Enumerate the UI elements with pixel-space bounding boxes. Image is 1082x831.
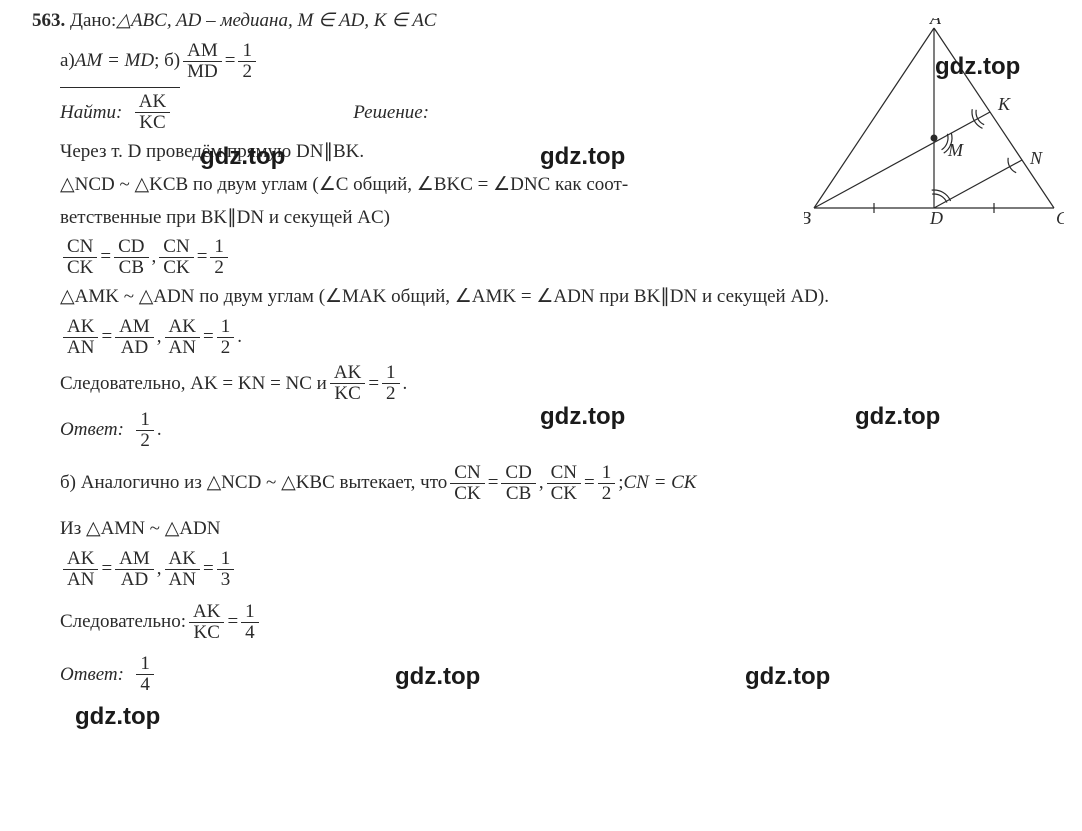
frac-12-3: 1 2: [217, 317, 235, 358]
sol-l5: Из △AMN ~ △ADN: [60, 516, 792, 543]
frac-14: 1 4: [241, 602, 259, 643]
frac-12-ans: 1 2: [136, 410, 154, 451]
frac-am-md: AM MD: [183, 41, 222, 82]
svg-text:A: A: [929, 18, 942, 28]
part-b-line: б) Аналогично из △NCD ~ △KBC вытекает, ч…: [60, 463, 1060, 504]
conclusion-b: Следовательно: AK KC = 1 4: [60, 602, 792, 643]
given-text: △ABC, AD – медиана, M ∈ AD, K ∈ AC: [116, 8, 436, 35]
given-line: 563. Дано: △ABC, AD – медиана, M ∈ AD, K…: [32, 8, 792, 35]
part-a-line: а) AM = MD ; б) AM MD = 1 2: [60, 41, 792, 82]
frac-14-ans: 1 4: [136, 654, 154, 695]
frac-am-ad-1: AM AD: [115, 317, 154, 358]
conclusion-a: Следовательно, AK = KN = NC и AK KC = 1 …: [60, 363, 792, 404]
sol-l2a: △NCD ~ △KCB по двум углам (∠C общий, ∠BK…: [60, 172, 792, 199]
frac-ak-kc-2: AK KC: [330, 363, 365, 404]
frac-ak-kc: AK KC: [135, 92, 170, 133]
frac-cn-ck-1: CN CK: [63, 237, 97, 278]
sol-l2b: ветственные при BK∥DN и секущей AC): [60, 205, 792, 232]
divider-line: [60, 87, 180, 88]
problem-number: 563.: [32, 8, 65, 35]
watermark: gdz.top: [75, 700, 160, 734]
frac-cn-ck-2: CN CK: [159, 237, 193, 278]
svg-text:N: N: [1029, 148, 1043, 168]
solution-label: Решение:: [353, 100, 429, 127]
sol-l3: △AMK ~ △ADN по двум углам (∠MAK общий, ∠…: [60, 284, 1060, 311]
svg-text:D: D: [929, 208, 943, 228]
svg-text:B: B: [804, 208, 811, 228]
frac-cd-cb-b1: CD CB: [501, 463, 535, 504]
find-label: Найти:: [60, 100, 122, 127]
frac-cn-ck-b1: CN CK: [450, 463, 484, 504]
eq-sign: =: [225, 48, 236, 75]
frac-13: 1 3: [217, 549, 235, 590]
frac-12-b: 1 2: [598, 463, 616, 504]
frac-12-4: 1 2: [382, 363, 400, 404]
find-line: Найти: AK KC Решение:: [60, 92, 792, 133]
frac-ak-an-b1: AK AN: [63, 549, 98, 590]
frac-ak-an-1: AK AN: [63, 317, 98, 358]
frac-12-2: 1 2: [210, 237, 228, 278]
frac-am-ad-b1: AM AD: [115, 549, 154, 590]
frac-cn-ck-b2: CN CK: [547, 463, 581, 504]
eq-row-1: CN CK = CD CB , CN CK = 1 2: [60, 237, 792, 278]
eq-row-b2: AK AN = AM AD , AK AN = 1 3: [60, 549, 792, 590]
part-a-sep: ; б): [154, 48, 180, 75]
frac-cd-cb-1: CD CB: [114, 237, 148, 278]
answer-a: Ответ: 1 2 .: [60, 410, 792, 451]
diagram-svg: A B C D K N M: [804, 18, 1064, 228]
svg-text:K: K: [997, 94, 1011, 114]
triangle-diagram: A B C D K N M: [804, 18, 1064, 228]
svg-text:M: M: [947, 140, 964, 160]
eq-row-2: AK AN = AM AD , AK AN = 1 2 .: [60, 317, 792, 358]
part-a-prefix: а): [60, 48, 75, 75]
sol-l1: Через т. D проведём прямую DN∥BK.: [60, 139, 792, 166]
frac-ak-kc-b: AK KC: [189, 602, 224, 643]
part-a-eq1: AM = MD: [75, 48, 154, 75]
frac-half: 1 2: [238, 41, 256, 82]
frac-ak-an-2: AK AN: [165, 317, 200, 358]
given-label: Дано:: [70, 8, 116, 35]
answer-b: Ответ: 1 4: [60, 654, 792, 695]
problem-body: 563. Дано: △ABC, AD – медиана, M ∈ AD, K…: [32, 8, 792, 695]
frac-ak-an-b2: AK AN: [165, 549, 200, 590]
svg-text:C: C: [1056, 208, 1064, 228]
watermark: gdz.top: [855, 400, 940, 434]
